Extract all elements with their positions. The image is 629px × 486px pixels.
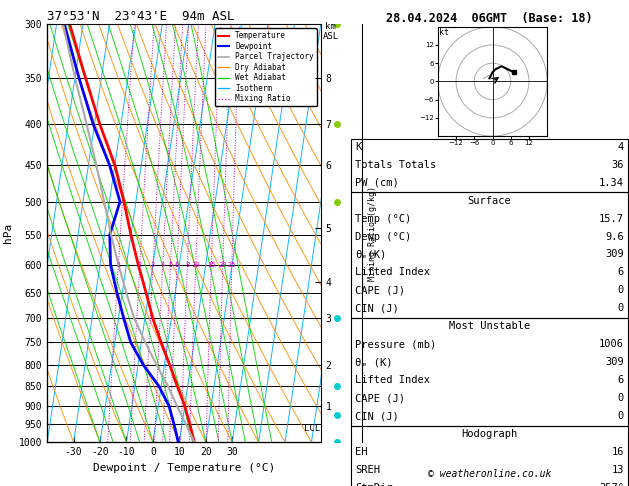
Text: Lifted Index: Lifted Index: [355, 375, 430, 385]
Text: 1006: 1006: [599, 339, 624, 349]
Text: 25: 25: [228, 262, 236, 268]
Text: LCL: LCL: [304, 424, 321, 433]
Text: 37°53'N  23°43'E  94m ASL: 37°53'N 23°43'E 94m ASL: [47, 10, 235, 23]
Text: Surface: Surface: [467, 195, 511, 206]
Text: 6: 6: [175, 262, 179, 268]
Text: 6: 6: [618, 267, 624, 278]
Text: CAPE (J): CAPE (J): [355, 393, 404, 403]
Text: EH: EH: [355, 447, 367, 457]
Text: θₑ(K): θₑ(K): [355, 249, 386, 260]
Legend: Temperature, Dewpoint, Parcel Trajectory, Dry Adiabat, Wet Adiabat, Isotherm, Mi: Temperature, Dewpoint, Parcel Trajectory…: [214, 28, 317, 106]
Text: 8: 8: [186, 262, 189, 268]
Y-axis label: hPa: hPa: [3, 223, 13, 243]
Y-axis label: Mixing Ratio (g/kg): Mixing Ratio (g/kg): [368, 186, 377, 281]
Text: 36: 36: [611, 159, 624, 170]
Text: 15.7: 15.7: [599, 213, 624, 224]
X-axis label: Dewpoint / Temperature (°C): Dewpoint / Temperature (°C): [93, 463, 275, 473]
Text: 16: 16: [611, 447, 624, 457]
Text: 28.04.2024  06GMT  (Base: 18): 28.04.2024 06GMT (Base: 18): [386, 12, 593, 25]
Text: 0: 0: [618, 393, 624, 403]
Text: 2: 2: [138, 262, 142, 268]
Text: kt: kt: [439, 28, 449, 37]
Text: Temp (°C): Temp (°C): [355, 213, 411, 224]
Text: 5: 5: [169, 262, 172, 268]
Text: K: K: [355, 141, 361, 152]
Text: 0: 0: [618, 285, 624, 295]
Text: 1: 1: [116, 262, 121, 268]
Text: Most Unstable: Most Unstable: [448, 321, 530, 331]
Text: 6: 6: [618, 375, 624, 385]
Text: 3: 3: [151, 262, 155, 268]
Text: 1.34: 1.34: [599, 177, 624, 188]
Text: Hodograph: Hodograph: [461, 429, 518, 439]
Text: Pressure (mb): Pressure (mb): [355, 339, 436, 349]
Text: StmDir: StmDir: [355, 483, 392, 486]
Text: Dewp (°C): Dewp (°C): [355, 231, 411, 242]
Text: 10: 10: [191, 262, 200, 268]
Text: CIN (J): CIN (J): [355, 411, 399, 421]
Text: CAPE (J): CAPE (J): [355, 285, 404, 295]
Text: km
ASL: km ASL: [323, 22, 339, 41]
Text: © weatheronline.co.uk: © weatheronline.co.uk: [428, 469, 551, 479]
Text: 9.6: 9.6: [605, 231, 624, 242]
Text: 0: 0: [618, 303, 624, 313]
Text: 13: 13: [611, 465, 624, 475]
Text: θₑ (K): θₑ (K): [355, 357, 392, 367]
Text: 0: 0: [618, 411, 624, 421]
Text: 309: 309: [605, 249, 624, 260]
Text: 15: 15: [207, 262, 216, 268]
Text: 309: 309: [605, 357, 624, 367]
Text: Lifted Index: Lifted Index: [355, 267, 430, 278]
Text: 357°: 357°: [599, 483, 624, 486]
Text: Totals Totals: Totals Totals: [355, 159, 436, 170]
Text: CIN (J): CIN (J): [355, 303, 399, 313]
Text: PW (cm): PW (cm): [355, 177, 399, 188]
Text: 4: 4: [618, 141, 624, 152]
Text: SREH: SREH: [355, 465, 380, 475]
Text: 20: 20: [218, 262, 227, 268]
Text: 4: 4: [160, 262, 165, 268]
